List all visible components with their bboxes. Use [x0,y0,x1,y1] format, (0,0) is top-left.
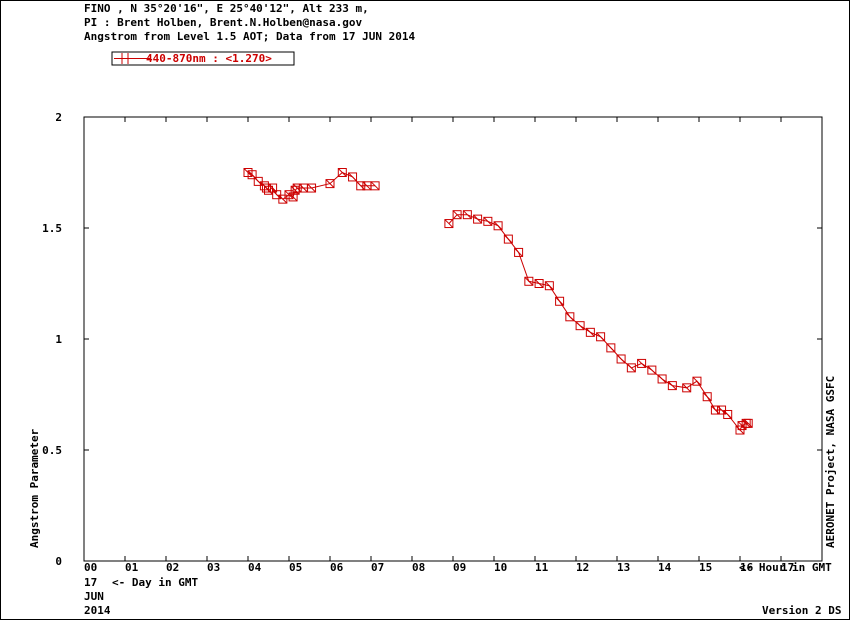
data-point [493,221,503,231]
data-point [444,219,454,229]
x-tick-label: 15 [699,561,712,574]
data-point [483,216,493,226]
data-point [348,172,358,182]
data-point [657,374,667,384]
legend-label: 440-870nm : <1.270> [146,52,272,65]
x-tick-label: 16 [740,561,754,574]
data-point [637,358,647,368]
data-point [555,296,565,306]
data-point [667,381,677,391]
data-point [606,343,616,353]
data-point [370,181,380,191]
y-tick-label: 1.5 [42,222,62,235]
hour-axis-note: <- Hour in GMT [739,561,832,574]
header-pi-line: PI : Brent Holben, Brent.N.Holben@nasa.g… [84,16,363,29]
data-point [356,181,366,191]
y-tick-label: 2 [55,111,62,124]
version-label: Version 2 DS [762,604,841,617]
side-credit-label: AERONET Project, NASA GSFC [824,376,837,548]
day-value: 17 [84,576,97,589]
data-point [452,210,462,220]
y-tick-label: 0 [55,555,62,568]
x-tick-label: 09 [453,561,466,574]
x-tick-label: 11 [535,561,549,574]
y-tick-label: 1 [55,333,62,346]
data-point [626,363,636,373]
x-tick-label: 00 [84,561,97,574]
x-tick-label: 06 [330,561,344,574]
data-point [692,376,702,386]
header-station-line: FINO , N 35°20'16", E 25°40'12", Alt 233… [84,2,369,15]
data-point [710,405,720,415]
data-point [288,192,298,202]
x-axis-ticks: 00 01 02 03 04 05 06 07 08 09 10 11 12 13 14 15 16 17 [83,117,794,574]
data-point [534,279,544,288]
data-point [682,383,692,393]
data-point [462,210,472,220]
data-point [292,183,302,193]
data-point [596,332,606,342]
data-point [565,312,575,322]
data-point [307,183,317,193]
series-440-870nm [243,168,753,435]
data-point [616,354,626,364]
y-axis-ticks: 0 0.5 1 1.5 2 [42,111,822,568]
x-tick-label: 12 [576,561,589,574]
data-point [585,327,595,337]
data-point [575,321,585,331]
x-tick-label: 01 [125,561,139,574]
data-point [337,168,347,177]
x-tick-label: 13 [617,561,630,574]
x-tick-label: 03 [207,561,220,574]
x-tick-label: 04 [248,561,262,574]
x-tick-label: 17 [781,561,794,574]
year-label: 2014 [84,604,111,617]
header-data-line: Angstrom from Level 1.5 AOT; Data from 1… [84,30,416,43]
data-point [723,409,733,419]
x-tick-label: 14 [658,561,672,574]
y-axis-label: Angstrom Parameter [28,428,41,548]
plot-area [83,116,823,562]
data-point [325,179,335,189]
data-point [743,418,753,428]
legend-box [111,51,295,66]
data-point [702,392,712,402]
x-tick-label: 05 [289,561,302,574]
data-point [647,365,657,375]
data-point [544,281,554,291]
month-label: JUN [84,590,104,603]
x-tick-label: 07 [371,561,384,574]
x-tick-label: 08 [412,561,425,574]
data-point [503,234,513,244]
x-tick-label: 10 [494,561,507,574]
data-point [473,214,483,224]
y-tick-label: 0.5 [42,444,62,457]
data-point [514,247,524,257]
day-axis-note: <- Day in GMT [112,576,198,589]
data-point [524,276,534,286]
x-tick-label: 02 [166,561,179,574]
legend: 440-870nm : <1.270> [111,51,295,66]
